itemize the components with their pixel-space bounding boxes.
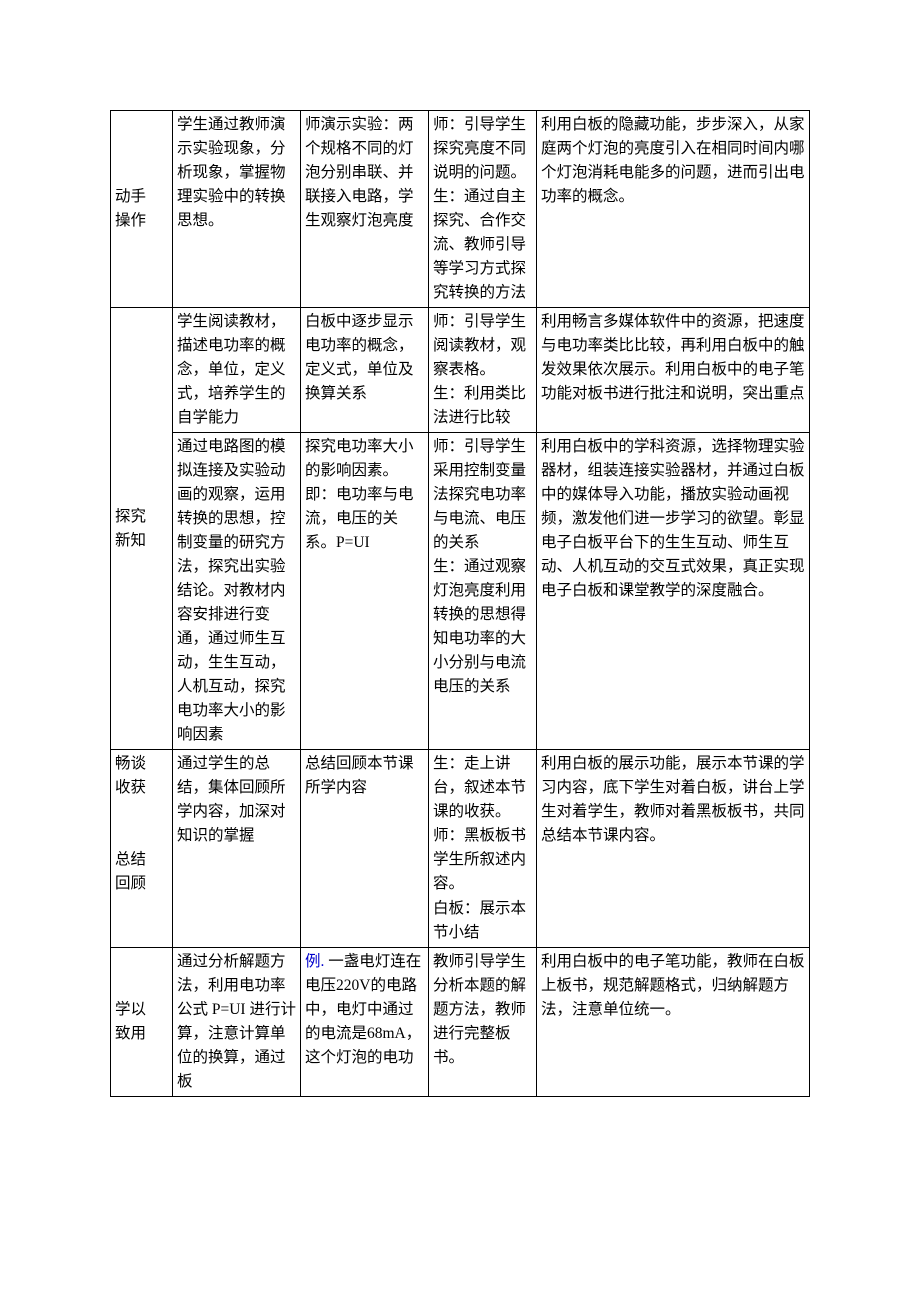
stage-label: 动手操作 xyxy=(111,111,173,308)
cell-whiteboard: 利用白板中的学科资源，选择物理实验器材，组装连接实验器材，并通过白板中的媒体导入… xyxy=(537,433,810,750)
cell-content: 探究电功率大小的影响因素。即：电功率与电流，电压的关系。P=UI xyxy=(301,433,429,750)
cell-objective: 通过电路图的模拟连接及实验动画的观察，运用转换的思想，控制变量的研究方法，探究出… xyxy=(173,433,301,750)
cell-objective: 学生通过教师演示实验现象，分析现象，掌握物理实验中的转换思想。 xyxy=(173,111,301,308)
cell-objective: 通过学生的总结，集体回顾所学内容，加深对知识的掌握 xyxy=(173,750,301,947)
cell-objective: 学生阅读教材，描述电功率的概念，单位，定义式，培养学生的自学能力 xyxy=(173,308,301,433)
table-row: 通过电路图的模拟连接及实验动画的观察，运用转换的思想，控制变量的研究方法，探究出… xyxy=(111,433,810,750)
lesson-plan-table: 动手操作 学生通过教师演示实验现象，分析现象，掌握物理实验中的转换思想。 师演示… xyxy=(110,110,810,1097)
cell-content: 例. 一盏电灯连在电压220V的电路中，电灯中通过的电流是68mA，这个灯泡的电… xyxy=(301,947,429,1096)
cell-whiteboard: 利用白板的展示功能，展示本节课的学习内容，底下学生对着白板，讲台上学生对着学生，… xyxy=(537,750,810,947)
cell-content: 师演示实验：两个规格不同的灯泡分别串联、并联接入电路，学生观察灯泡亮度 xyxy=(301,111,429,308)
cell-content: 总结回顾本节课所学内容 xyxy=(301,750,429,947)
cell-activity: 教师引导学生分析本题的解题方法，教师进行完整板书。 xyxy=(429,947,537,1096)
cell-content: 白板中逐步显示电功率的概念，定义式，单位及换算关系 xyxy=(301,308,429,433)
cell-activity: 师：引导学生探究亮度不同说明的问题。生：通过自主探究、合作交流、教师引导等学习方… xyxy=(429,111,537,308)
document-page: 动手操作 学生通过教师演示实验现象，分析现象，掌握物理实验中的转换思想。 师演示… xyxy=(0,0,920,1207)
table-row: 动手操作 学生通过教师演示实验现象，分析现象，掌握物理实验中的转换思想。 师演示… xyxy=(111,111,810,308)
cell-whiteboard: 利用白板的隐藏功能，步步深入，从家庭两个灯泡的亮度引入在相同时间内哪个灯泡消耗电… xyxy=(537,111,810,308)
cell-activity: 师：引导学生阅读教材，观察表格。生：利用类比法进行比较 xyxy=(429,308,537,433)
cell-whiteboard: 利用畅言多媒体软件中的资源，把速度与电功率类比比较，再利用白板中的触发效果依次展… xyxy=(537,308,810,433)
cell-activity: 师：引导学生采用控制变量法探究电功率与电流、电压的关系生：通过观察灯泡亮度利用转… xyxy=(429,433,537,750)
example-link[interactable]: 例. xyxy=(305,953,324,970)
table-row: 畅谈收获总结回顾 通过学生的总结，集体回顾所学内容，加深对知识的掌握 总结回顾本… xyxy=(111,750,810,947)
stage-label: 探究新知 xyxy=(111,308,173,750)
cell-whiteboard: 利用白板中的电子笔功能，教师在白板上板书，规范解题格式，归纳解题方法，注意单位统… xyxy=(537,947,810,1096)
table-row: 探究新知 学生阅读教材，描述电功率的概念，单位，定义式，培养学生的自学能力 白板… xyxy=(111,308,810,433)
stage-label: 学以致用 xyxy=(111,947,173,1096)
stage-label: 畅谈收获总结回顾 xyxy=(111,750,173,947)
cell-activity: 生：走上讲台，叙述本节课的收获。师：黑板板书学生所叙述内容。白板：展示本节小结 xyxy=(429,750,537,947)
table-row: 学以致用 通过分析解题方法，利用电功率公式 P=UI 进行计算，注意计算单位的换… xyxy=(111,947,810,1096)
cell-objective: 通过分析解题方法，利用电功率公式 P=UI 进行计算，注意计算单位的换算，通过板 xyxy=(173,947,301,1096)
